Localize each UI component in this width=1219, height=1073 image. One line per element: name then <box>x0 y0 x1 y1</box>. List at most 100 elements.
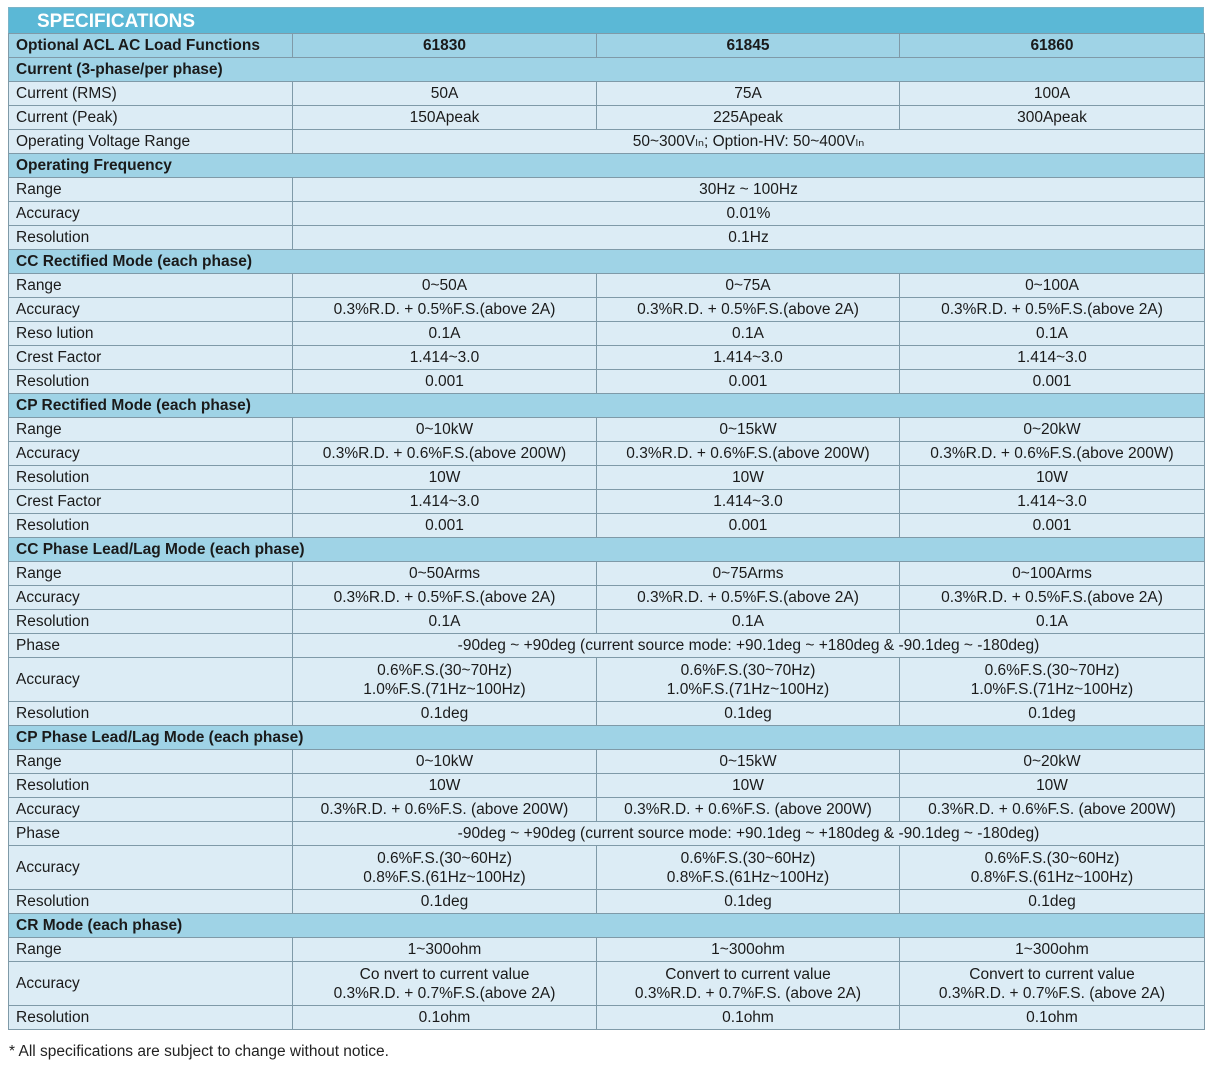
spec-value: 0.6%F.S.(30~70Hz) 1.0%F.S.(71Hz~100Hz) <box>596 657 900 702</box>
spec-value-line: 0.8%F.S.(61Hz~100Hz) <box>363 868 526 886</box>
section-title: CR Mode (each phase) <box>8 913 1205 938</box>
spec-value: 0.3%R.D. + 0.5%F.S.(above 2A) <box>899 297 1205 322</box>
spec-label: Range <box>8 561 293 586</box>
spec-label: Range <box>8 177 293 202</box>
spec-label: Accuracy <box>8 297 293 322</box>
spec-value: 1.414~3.0 <box>596 489 900 514</box>
spec-row: Accuracy 0.01% <box>8 201 1205 226</box>
spec-value: 0.1deg <box>596 889 900 914</box>
spec-value: 1.414~3.0 <box>292 489 597 514</box>
spec-value: 0.3%R.D. + 0.6%F.S.(above 200W) <box>899 441 1205 466</box>
spec-value-line: 0.6%F.S.(30~60Hz) <box>377 849 512 867</box>
spec-value: 1.414~3.0 <box>292 345 597 370</box>
spec-value: 0.001 <box>899 513 1205 538</box>
spec-label: Operating Voltage Range <box>8 129 293 154</box>
spec-row: Resolution 0.1Hz <box>8 225 1205 250</box>
section-row: CP Rectified Mode (each phase) <box>8 393 1205 418</box>
spec-value-line: 0.6%F.S.(30~70Hz) <box>984 661 1120 679</box>
spec-value: 0.3%R.D. + 0.5%F.S.(above 2A) <box>899 585 1205 610</box>
section-title: Operating Frequency <box>8 153 1205 178</box>
spec-label: Crest Factor <box>8 345 293 370</box>
spec-row: Accuracy 0.6%F.S.(30~60Hz) 0.8%F.S.(61Hz~1… <box>8 845 1205 890</box>
spec-value: Convert to current value 0.3%R.D. + 0.7%F… <box>596 961 900 1006</box>
spec-label: Range <box>8 417 293 442</box>
spec-value: 0.1A <box>292 321 597 346</box>
spec-value: 10W <box>899 773 1205 798</box>
spec-value: 0.1A <box>596 609 900 634</box>
spec-value: 0.3%R.D. + 0.6%F.S. (above 200W) <box>899 797 1205 822</box>
spec-label: Resolution <box>8 889 293 914</box>
spec-value: 0~20kW <box>899 749 1205 774</box>
spec-value-line: 1.0%F.S.(71Hz~100Hz) <box>363 680 526 698</box>
spec-row: Operating Voltage Range 50~300Vₗₙ; Option… <box>8 129 1205 154</box>
spec-value: 1.414~3.0 <box>899 345 1205 370</box>
spec-row: Accuracy 0.3%R.D. + 0.5%F.S.(above 2A) 0.3… <box>8 585 1205 610</box>
spec-value: Convert to current value 0.3%R.D. + 0.7%F… <box>899 961 1205 1006</box>
model-61860: 61860 <box>899 33 1205 58</box>
spec-value-line: 0.6%F.S.(30~60Hz) <box>984 849 1120 867</box>
spec-value-all-models: 50~300Vₗₙ; Option-HV: 50~400Vₗₙ <box>292 129 1205 154</box>
spec-row: Range 0~50Arms 0~75Arms 0~100Arms <box>8 561 1205 586</box>
spec-label: Accuracy <box>8 845 293 890</box>
spec-value-line: 0.8%F.S.(61Hz~100Hz) <box>666 868 830 886</box>
spec-value: 0.1A <box>899 609 1205 634</box>
spec-value: 0.3%R.D. + 0.5%F.S.(above 2A) <box>292 297 597 322</box>
spec-value: 0.1deg <box>292 701 597 726</box>
spec-value: 0.1ohm <box>292 1005 597 1030</box>
spec-row: Resolution 0.001 0.001 0.001 <box>8 369 1205 394</box>
spec-value: 0.3%R.D. + 0.6%F.S.(above 200W) <box>596 441 900 466</box>
spec-value-all-models: -90deg ~ +90deg (current source mode: +9… <box>292 821 1205 846</box>
spec-label: Resolution <box>8 513 293 538</box>
section-row: CC Phase Lead/Lag Mode (each phase) <box>8 537 1205 562</box>
spec-row: Resolution 0.1ohm 0.1ohm 0.1ohm <box>8 1005 1205 1030</box>
spec-value-line: 1.0%F.S.(71Hz~100Hz) <box>970 680 1134 698</box>
spec-value: 1~300ohm <box>596 937 900 962</box>
spec-row: Range 0~10kW 0~15kW 0~20kW <box>8 417 1205 442</box>
spec-row: Reso lution 0.1A 0.1A 0.1A <box>8 321 1205 346</box>
spec-label: Accuracy <box>8 585 293 610</box>
spec-value-line: 0.6%F.S.(30~70Hz) <box>377 661 512 679</box>
section-row: CR Mode (each phase) <box>8 913 1205 938</box>
spec-value: 150Apeak <box>292 105 597 130</box>
spec-value: 0.1deg <box>292 889 597 914</box>
spec-value: 100A <box>899 81 1205 106</box>
spec-value: 300Apeak <box>899 105 1205 130</box>
section-row: Current (3-phase/per phase) <box>8 57 1205 82</box>
model-61830: 61830 <box>292 33 597 58</box>
section-title: CP Phase Lead/Lag Mode (each phase) <box>8 725 1205 750</box>
spec-row: Range 0~10kW 0~15kW 0~20kW <box>8 749 1205 774</box>
spec-row: Resolution 0.1A 0.1A 0.1A <box>8 609 1205 634</box>
spec-label: Resolution <box>8 773 293 798</box>
spec-value-line: 0.6%F.S.(30~60Hz) <box>680 849 816 867</box>
section-title: Current (3-phase/per phase) <box>8 57 1205 82</box>
spec-label: Resolution <box>8 465 293 490</box>
spec-value: 10W <box>596 465 900 490</box>
spec-value: 0.3%R.D. + 0.5%F.S.(above 2A) <box>596 585 900 610</box>
spec-row: Crest Factor 1.414~3.0 1.414~3.0 1.414~3.0 <box>8 489 1205 514</box>
spec-label: Accuracy <box>8 797 293 822</box>
spec-value: 0.3%R.D. + 0.6%F.S. (above 200W) <box>292 797 597 822</box>
spec-value: 0~50Arms <box>292 561 597 586</box>
spec-label: Crest Factor <box>8 489 293 514</box>
spec-value-all-models: 30Hz ~ 100Hz <box>292 177 1205 202</box>
spec-value-all-models: 0.01% <box>292 201 1205 226</box>
spec-value: 225Apeak <box>596 105 900 130</box>
spec-row: Resolution 10W 10W 10W <box>8 773 1205 798</box>
spec-label: Resolution <box>8 225 293 250</box>
spec-value-line: 0.3%R.D. + 0.7%F.S. (above 2A) <box>938 984 1166 1002</box>
spec-value-line: Co nvert to current value <box>359 965 530 983</box>
spec-row: Resolution 0.001 0.001 0.001 <box>8 513 1205 538</box>
spec-value: 0~10kW <box>292 417 597 442</box>
spec-value: 0~75Arms <box>596 561 900 586</box>
spec-value: 0.1deg <box>899 701 1205 726</box>
spec-label: Range <box>8 273 293 298</box>
spec-label: Phase <box>8 821 293 846</box>
spec-label: Reso lution <box>8 321 293 346</box>
spec-value: 50A <box>292 81 597 106</box>
spec-table: Optional ACL AC Load Functions 61830 618… <box>8 33 1205 1030</box>
spec-label: Resolution <box>8 701 293 726</box>
spec-value: 0~15kW <box>596 417 900 442</box>
spec-title: SPECIFICATIONS <box>8 7 1204 33</box>
spec-value: 0.001 <box>596 369 900 394</box>
spec-value: 0.001 <box>292 513 597 538</box>
